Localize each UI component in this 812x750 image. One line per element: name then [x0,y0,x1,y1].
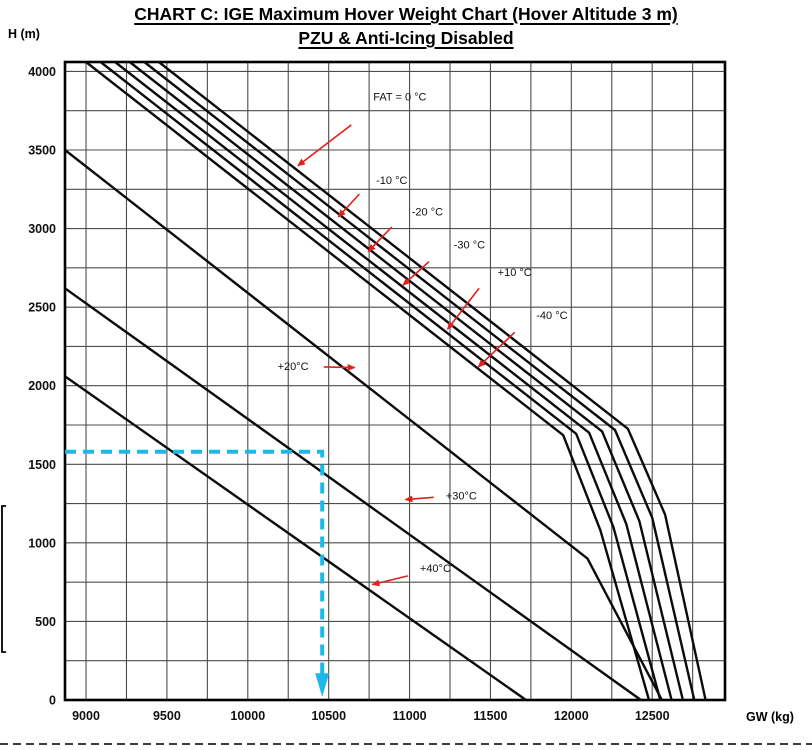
annotation-label: +30°C [446,491,477,503]
x-tick-label: 12000 [554,709,589,723]
annotation-arrow-icon [402,261,430,286]
annotation-label: +20°C [278,361,309,373]
y-tick-label: 500 [35,615,56,629]
chart-title: CHART C: IGE Maximum Hover Weight Chart … [134,4,678,24]
y-tick-label: 0 [49,694,56,708]
y-axis-title: H (m) [8,27,40,41]
fat-curves [64,61,707,701]
guide-dashed-path [65,449,325,678]
fat-line-0 [99,61,662,701]
annotation-label: -10 °C [376,175,407,187]
axis-tick-labels: 9000 9500 10000 10500 11000 11500 12000 12500 0 5… [28,65,669,723]
annotation-arrow-icon [367,226,393,253]
annotation-label: -30 °C [454,239,485,251]
fat-line-20 [64,149,663,701]
annotation-arrow-icon [337,193,360,218]
annotation-label: +10 °C [498,267,532,279]
x-tick-label: 11000 [393,709,427,723]
y-tick-label: 4000 [28,65,56,79]
x-tick-label: 12500 [635,709,670,723]
fat-line--10 [114,61,673,701]
x-axis-title: GW (kg) [746,710,794,724]
y-tick-label: 2000 [28,379,56,393]
y-tick-label: 1000 [28,536,56,550]
guide-down-arrowhead-icon [315,673,330,697]
annotation-arrow-icon [477,331,516,368]
fat-line--40 [158,61,707,701]
fat-line-10 [85,61,651,701]
y-tick-label: 3500 [28,144,56,158]
annotation-arrow-icon [446,287,480,330]
annotation-arrow-icon [404,495,434,503]
chart-subtitle: PZU & Anti-Icing Disabled [298,28,514,48]
example-guide [65,449,330,697]
grid [65,62,725,700]
x-tick-label: 10000 [230,709,265,723]
annotation-label: -40 °C [536,310,567,322]
annotation-arrow-icon [323,363,356,371]
y-tick-label: 2500 [28,301,56,315]
plot-frame [63,60,727,702]
annotation-label: +40°C [420,563,451,575]
temperature-annotations: FAT = 0 °C -10 °C -20 °C -30 °C +10 °C -40 °C… [278,92,568,587]
y-tick-label: 1500 [28,458,56,472]
x-tick-label: 9000 [72,709,100,723]
annotation-label: -20 °C [412,206,443,218]
x-tick-label: 10500 [311,709,346,723]
fat-line--20 [128,61,685,701]
annotation-arrow-icon [297,124,352,167]
annotation-arrow-icon [371,575,409,587]
x-tick-label: 9500 [153,709,181,723]
x-tick-label: 11500 [473,709,507,723]
fat-line-30 [64,287,642,701]
y-tick-label: 3000 [28,222,56,236]
cropped-note-box-edge [1,505,6,653]
annotation-label: FAT = 0 °C [373,92,426,104]
fat-line-40 [64,375,527,701]
fat-line--30 [143,61,696,701]
